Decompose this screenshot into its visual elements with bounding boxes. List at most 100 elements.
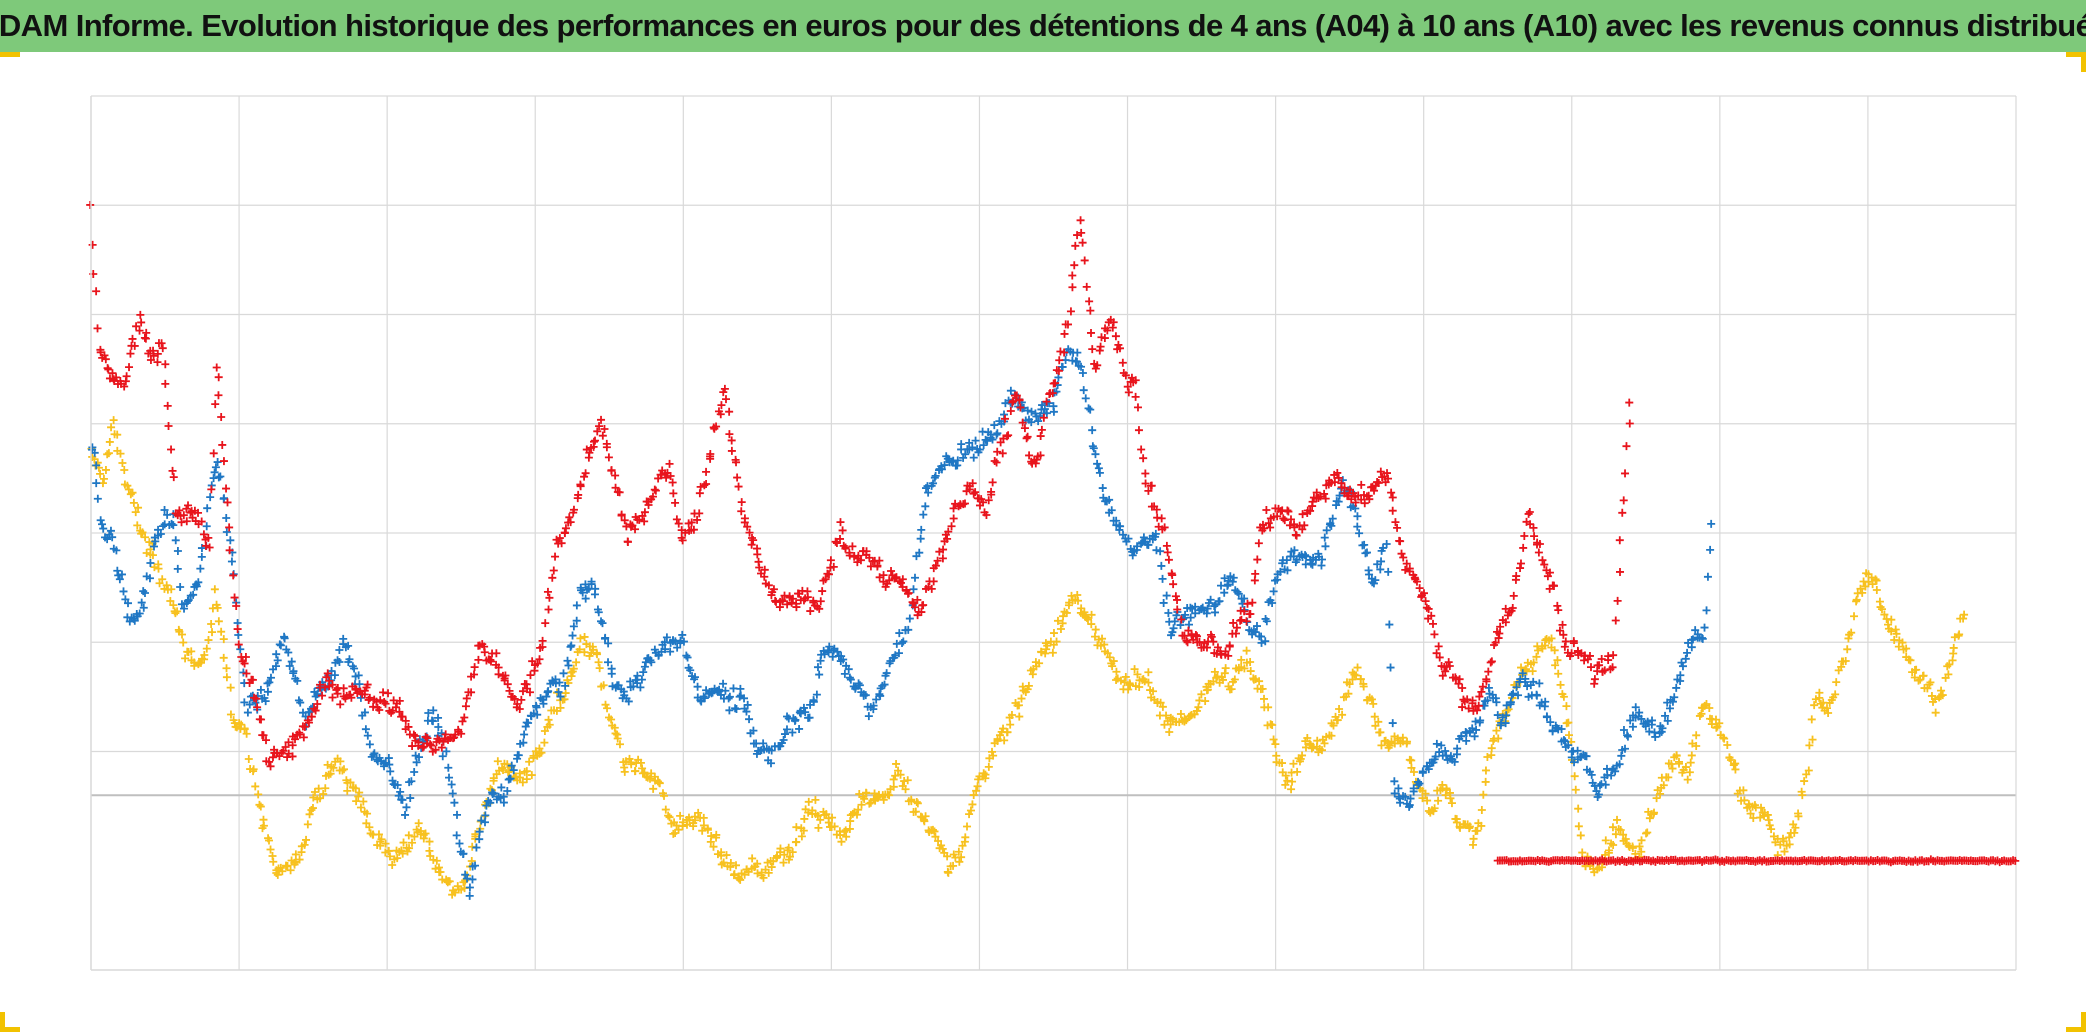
data-point	[639, 668, 648, 677]
data-point	[1824, 709, 1833, 718]
data-point	[944, 527, 953, 536]
data-point	[212, 363, 221, 372]
data-point	[269, 857, 278, 866]
data-point	[665, 459, 674, 468]
data-point	[539, 699, 548, 708]
data-point	[556, 692, 565, 701]
data-point	[186, 508, 195, 517]
data-point	[1251, 569, 1260, 578]
data-point	[1240, 664, 1249, 673]
data-point	[811, 795, 820, 804]
data-point	[1293, 767, 1302, 776]
data-point	[352, 797, 361, 806]
data-point	[938, 554, 947, 563]
data-point	[1554, 669, 1563, 678]
data-point	[1556, 680, 1565, 689]
data-point	[346, 778, 355, 787]
data-point	[154, 525, 163, 534]
data-point	[1164, 555, 1173, 564]
data-point	[399, 838, 408, 847]
data-point	[1257, 632, 1266, 641]
data-point	[177, 600, 186, 609]
data-point	[620, 516, 629, 525]
data-point	[1353, 522, 1362, 531]
data-point	[615, 488, 624, 497]
data-point	[365, 823, 374, 832]
data-point	[1562, 702, 1571, 711]
data-point	[969, 489, 978, 498]
data-point	[421, 829, 430, 838]
data-point	[1470, 732, 1479, 741]
data-point	[1914, 676, 1923, 685]
data-point	[615, 740, 624, 749]
data-point	[792, 823, 801, 832]
data-point	[1224, 651, 1233, 660]
data-point	[604, 639, 613, 648]
data-point	[256, 685, 265, 694]
data-point	[1446, 794, 1455, 803]
data-point	[1335, 704, 1344, 713]
data-point	[1726, 756, 1735, 765]
data-point	[398, 795, 407, 804]
data-point	[1481, 777, 1490, 786]
data-point	[522, 775, 531, 784]
data-point	[898, 575, 907, 584]
data-point	[1415, 584, 1424, 593]
data-point	[1163, 548, 1172, 557]
data-point	[1501, 618, 1510, 627]
data-point	[308, 804, 317, 813]
data-points	[86, 200, 2020, 900]
data-point	[1495, 629, 1504, 638]
data-point	[323, 669, 332, 678]
data-point	[753, 859, 762, 868]
data-point	[1810, 701, 1819, 710]
data-point	[1926, 678, 1935, 687]
data-point	[1360, 499, 1369, 508]
data-point	[1534, 548, 1543, 557]
data-point	[1080, 256, 1089, 265]
data-point	[1215, 597, 1224, 606]
data-point	[788, 728, 797, 737]
data-point	[857, 800, 866, 809]
data-point	[1937, 686, 1946, 695]
data-point	[1284, 507, 1293, 516]
data-point	[299, 733, 308, 742]
data-point	[339, 634, 348, 643]
data-point	[139, 587, 148, 596]
data-point	[1298, 525, 1307, 534]
data-point	[1317, 746, 1326, 755]
data-point	[471, 861, 480, 870]
data-point	[904, 625, 913, 634]
data-point	[1479, 790, 1488, 799]
data-point	[1550, 646, 1559, 655]
data-point	[1415, 779, 1424, 788]
data-point	[1564, 741, 1573, 750]
data-point	[1333, 468, 1342, 477]
data-point	[742, 707, 751, 716]
data-point	[1611, 830, 1620, 839]
corner-mark-bottom-right-vertical	[2081, 1012, 2086, 1032]
data-point	[1608, 663, 1617, 672]
data-point	[1469, 834, 1478, 843]
data-point	[1229, 618, 1238, 627]
data-point	[779, 858, 788, 867]
data-point	[783, 600, 792, 609]
data-point	[613, 734, 622, 743]
data-point	[1740, 796, 1749, 805]
data-point	[182, 517, 191, 526]
data-point	[1076, 216, 1085, 225]
data-point	[453, 810, 462, 819]
data-point	[564, 661, 573, 670]
data-point	[1444, 658, 1453, 667]
data-point	[220, 494, 229, 503]
data-point	[259, 731, 268, 740]
data-point	[124, 599, 133, 608]
data-point	[1054, 366, 1063, 375]
data-point	[1088, 426, 1097, 435]
data-point	[401, 810, 410, 819]
data-point	[166, 596, 175, 605]
data-point	[527, 771, 536, 780]
data-point	[1645, 814, 1654, 823]
data-point	[947, 522, 956, 531]
data-point	[603, 704, 612, 713]
